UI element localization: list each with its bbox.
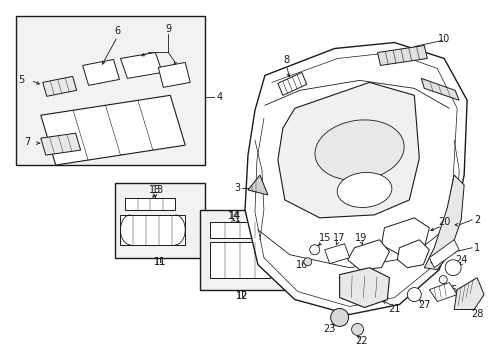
Polygon shape xyxy=(82,59,119,85)
Text: 2: 2 xyxy=(473,215,479,225)
Text: 3: 3 xyxy=(233,183,240,193)
Circle shape xyxy=(330,309,348,327)
Polygon shape xyxy=(347,240,388,270)
Polygon shape xyxy=(381,218,428,255)
Text: 7: 7 xyxy=(24,137,31,147)
Polygon shape xyxy=(324,244,349,264)
Circle shape xyxy=(303,258,311,266)
Text: 14: 14 xyxy=(227,211,240,221)
Polygon shape xyxy=(453,278,483,310)
Polygon shape xyxy=(424,175,463,270)
Text: 26: 26 xyxy=(454,293,467,302)
Text: 11: 11 xyxy=(154,257,166,267)
Polygon shape xyxy=(158,62,190,87)
Text: 16: 16 xyxy=(295,260,307,270)
Ellipse shape xyxy=(314,120,403,180)
Polygon shape xyxy=(397,240,428,268)
Polygon shape xyxy=(42,76,77,96)
Text: 12: 12 xyxy=(235,291,248,301)
Text: 27: 27 xyxy=(417,300,429,310)
Text: 24: 24 xyxy=(454,255,467,265)
Text: 8: 8 xyxy=(283,55,289,66)
Polygon shape xyxy=(120,215,185,245)
Circle shape xyxy=(407,288,421,302)
Polygon shape xyxy=(41,95,185,165)
Bar xyxy=(200,210,285,289)
Text: 23: 23 xyxy=(323,324,335,334)
Text: 22: 22 xyxy=(355,336,367,346)
Text: 11: 11 xyxy=(154,257,166,267)
Polygon shape xyxy=(125,198,175,210)
Polygon shape xyxy=(277,82,419,218)
Text: 13: 13 xyxy=(152,185,164,195)
Text: 19: 19 xyxy=(355,233,367,243)
Text: 14: 14 xyxy=(228,211,241,221)
Polygon shape xyxy=(247,175,267,195)
Circle shape xyxy=(351,323,363,336)
Polygon shape xyxy=(421,78,458,100)
Ellipse shape xyxy=(337,172,391,207)
Text: 15: 15 xyxy=(318,233,330,243)
Text: 9: 9 xyxy=(165,24,171,33)
Polygon shape xyxy=(244,42,466,315)
Polygon shape xyxy=(377,45,427,66)
Polygon shape xyxy=(277,72,306,95)
Text: 1: 1 xyxy=(473,243,479,253)
Circle shape xyxy=(309,245,319,255)
Polygon shape xyxy=(41,133,81,155)
Text: 6: 6 xyxy=(114,26,121,36)
Polygon shape xyxy=(210,242,269,278)
Text: 17: 17 xyxy=(333,233,345,243)
Polygon shape xyxy=(428,283,456,302)
Polygon shape xyxy=(428,240,458,268)
Polygon shape xyxy=(210,222,269,238)
Text: 20: 20 xyxy=(437,217,449,227)
Text: 5: 5 xyxy=(19,75,25,85)
Text: 4: 4 xyxy=(217,92,223,102)
Circle shape xyxy=(438,276,447,284)
Text: 25: 25 xyxy=(444,284,456,294)
Circle shape xyxy=(444,260,460,276)
Bar xyxy=(115,183,205,258)
Text: 13: 13 xyxy=(149,185,161,195)
Text: 10: 10 xyxy=(437,33,449,44)
Text: 28: 28 xyxy=(470,310,482,319)
Polygon shape xyxy=(339,268,388,307)
Text: 21: 21 xyxy=(387,305,400,315)
Text: 18: 18 xyxy=(430,255,443,265)
Bar xyxy=(16,15,205,165)
Text: 12: 12 xyxy=(235,291,248,301)
Polygon shape xyxy=(120,53,162,78)
